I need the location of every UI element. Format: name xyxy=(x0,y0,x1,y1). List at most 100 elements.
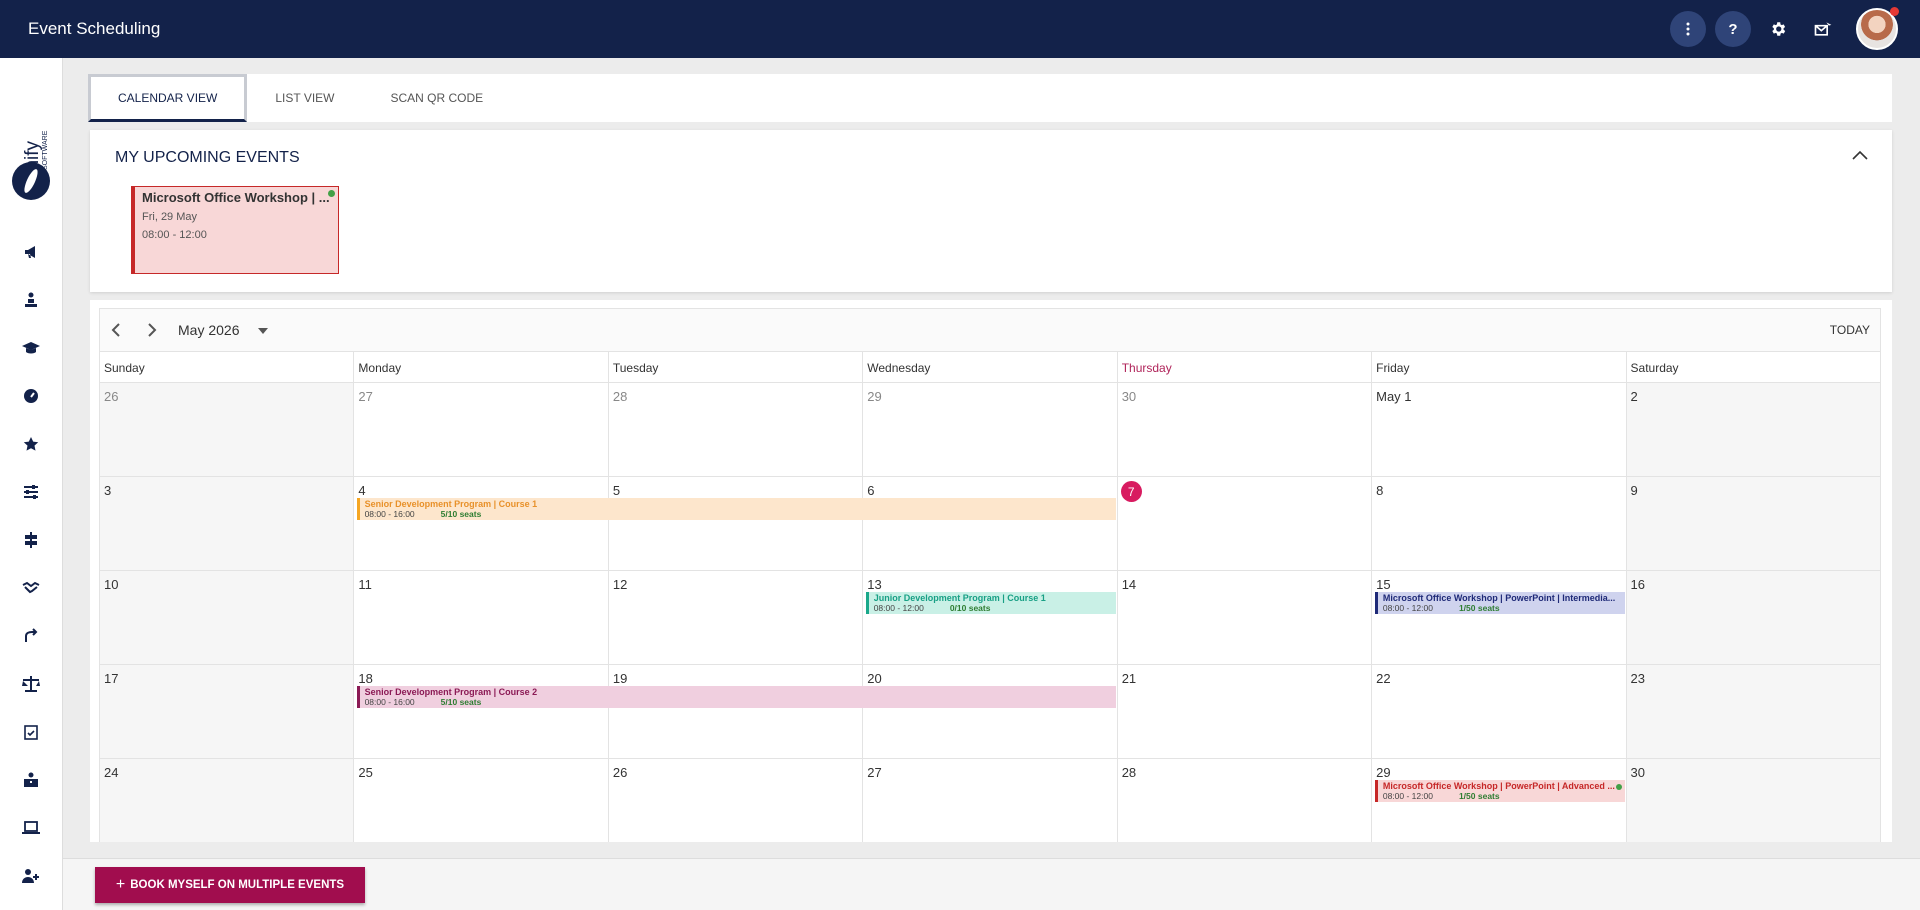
help-button[interactable]: ? xyxy=(1715,11,1751,47)
day-cell[interactable]: 4 xyxy=(354,477,609,571)
day-number: 5 xyxy=(612,483,621,498)
tab-calendar-view[interactable]: CALENDAR VIEW xyxy=(88,74,248,122)
status-dot xyxy=(328,190,335,197)
event-seats: 0/10 seats xyxy=(949,603,991,613)
tab-list-view[interactable]: LIST VIEW xyxy=(275,91,335,105)
calendar-event[interactable]: Microsoft Office Workshop | PowerPoint |… xyxy=(1374,780,1626,802)
day-cell[interactable]: 13 xyxy=(863,571,1118,665)
day-number: 12 xyxy=(612,577,628,592)
day-cell[interactable]: 7 xyxy=(1117,477,1373,571)
day-cell[interactable]: 12 xyxy=(608,571,864,665)
day-number: 9 xyxy=(1630,483,1638,498)
nav-scale-icon[interactable] xyxy=(21,674,41,694)
day-cell[interactable]: 11 xyxy=(354,571,609,665)
weekday-saturday: Saturday xyxy=(1626,352,1881,383)
day-number: 11 xyxy=(358,577,372,592)
nav-add-user-icon[interactable] xyxy=(21,866,41,886)
day-cell[interactable]: 19 xyxy=(608,665,864,759)
collapse-button[interactable] xyxy=(1850,146,1870,166)
day-cell[interactable]: 15 xyxy=(1372,571,1627,665)
book-multiple-events-button[interactable]: + BOOK MYSELF ON MULTIPLE EVENTS xyxy=(95,867,365,903)
book-multiple-events-label: BOOK MYSELF ON MULTIPLE EVENTS xyxy=(130,879,345,891)
day-cell[interactable]: 24 xyxy=(100,759,355,842)
calendar-event[interactable]: Senior Development Program | Course 1 08:… xyxy=(356,498,1117,520)
day-cell[interactable]: 27 xyxy=(354,383,609,477)
nav-megaphone-icon[interactable] xyxy=(21,242,41,262)
calendar-event[interactable]: Microsoft Office Workshop | PowerPoint |… xyxy=(1374,592,1626,614)
day-cell[interactable]: May 1 xyxy=(1372,383,1627,477)
event-seats: 1/50 seats xyxy=(1458,791,1500,801)
event-title: Microsoft Office Workshop | PowerPoint |… xyxy=(1382,781,1615,791)
nav-sliders-icon[interactable] xyxy=(21,482,41,502)
day-number: 25 xyxy=(358,765,373,780)
nav-person-podium-icon[interactable] xyxy=(21,290,41,310)
day-cell[interactable]: 8 xyxy=(1372,477,1627,571)
day-cell[interactable]: 6 xyxy=(863,477,1118,571)
day-number: 28 xyxy=(612,389,628,404)
caret-down-icon[interactable] xyxy=(258,328,268,334)
more-options-button[interactable] xyxy=(1670,11,1706,47)
chevron-right-icon[interactable] xyxy=(142,321,160,339)
upcoming-events-title: MY UPCOMING EVENTS xyxy=(115,149,300,166)
day-cell[interactable]: 17 xyxy=(100,665,355,759)
gear-icon xyxy=(1772,22,1786,36)
day-cell[interactable]: 26 xyxy=(100,383,355,477)
calendar-event[interactable]: Junior Development Program | Course 1 08:… xyxy=(865,592,1117,614)
day-cell[interactable]: 28 xyxy=(1118,759,1373,842)
nav-briefcase-person-icon[interactable] xyxy=(21,770,41,790)
day-cell[interactable]: 16 xyxy=(1626,571,1881,665)
day-cell[interactable]: 29 xyxy=(1372,759,1627,842)
day-cell[interactable]: 14 xyxy=(1117,571,1373,665)
day-number: 7 xyxy=(1120,481,1142,502)
nav-dashboard-gauge-icon[interactable] xyxy=(21,386,41,406)
nav-handshake-icon[interactable] xyxy=(21,578,41,598)
day-cell[interactable]: 10 xyxy=(100,571,355,665)
day-number: 19 xyxy=(612,671,628,686)
day-cell[interactable]: 26 xyxy=(609,759,864,842)
status-dot xyxy=(1616,784,1623,790)
day-cell[interactable]: 25 xyxy=(354,759,609,842)
day-number: 23 xyxy=(1630,671,1645,686)
day-cell[interactable]: 21 xyxy=(1117,665,1373,759)
nav-laptop-icon[interactable] xyxy=(21,818,41,838)
event-seats: 5/10 seats xyxy=(440,697,482,707)
day-cell[interactable]: 28 xyxy=(608,383,864,477)
day-cell[interactable]: 2 xyxy=(1626,383,1881,477)
tab-scan-qr-code[interactable]: SCAN QR CODE xyxy=(390,91,484,105)
day-number: 22 xyxy=(1376,671,1391,686)
upcoming-event-card[interactable]: Microsoft Office Workshop | ... Fri, 29 … xyxy=(131,186,339,274)
chevron-left-icon[interactable] xyxy=(108,321,126,339)
day-number: 2 xyxy=(1630,389,1638,404)
weekday-wednesday: Wednesday xyxy=(863,352,1118,383)
day-cell[interactable]: 23 xyxy=(1626,665,1881,759)
nav-star-icon[interactable] xyxy=(21,434,41,454)
day-cell[interactable]: 5 xyxy=(608,477,864,571)
week-row: 24 25 26 27 28 29 30 Microsoft Office Workshop … xyxy=(99,759,1881,842)
user-avatar[interactable] xyxy=(1856,7,1899,50)
day-cell[interactable]: 18 xyxy=(354,665,609,759)
day-cell[interactable]: 30 xyxy=(1117,383,1373,477)
day-cell[interactable]: 3 xyxy=(100,477,355,571)
calendar-event[interactable]: Senior Development Program | Course 2 08:… xyxy=(356,686,1117,708)
weekday-monday: Monday xyxy=(354,352,609,383)
calendar-toolbar: May 2026 TODAY xyxy=(99,308,1881,352)
day-cell[interactable]: 27 xyxy=(863,759,1118,842)
nav-route-icon[interactable] xyxy=(21,626,41,646)
day-cell[interactable]: 22 xyxy=(1372,665,1627,759)
top-app-bar: Event Scheduling ? xyxy=(0,0,1920,58)
settings-button[interactable] xyxy=(1760,11,1796,47)
day-number: 30 xyxy=(1630,765,1645,780)
day-cell[interactable]: 30 xyxy=(1626,759,1881,842)
nav-graduation-cap-icon[interactable] xyxy=(21,338,41,358)
month-selector[interactable]: May 2026 xyxy=(178,322,240,338)
day-number: 26 xyxy=(612,765,628,780)
messages-button[interactable] xyxy=(1805,11,1841,47)
nav-checklist-icon[interactable] xyxy=(21,722,41,742)
event-time: 08:00 - 12:00 xyxy=(1382,791,1433,801)
day-cell[interactable]: 9 xyxy=(1626,477,1881,571)
today-button[interactable]: TODAY xyxy=(1829,323,1870,337)
nav-signpost-icon[interactable] xyxy=(21,530,41,550)
upcoming-event-time: 08:00 - 12:00 xyxy=(142,229,207,241)
day-cell[interactable]: 29 xyxy=(863,383,1118,477)
day-cell[interactable]: 20 xyxy=(863,665,1118,759)
